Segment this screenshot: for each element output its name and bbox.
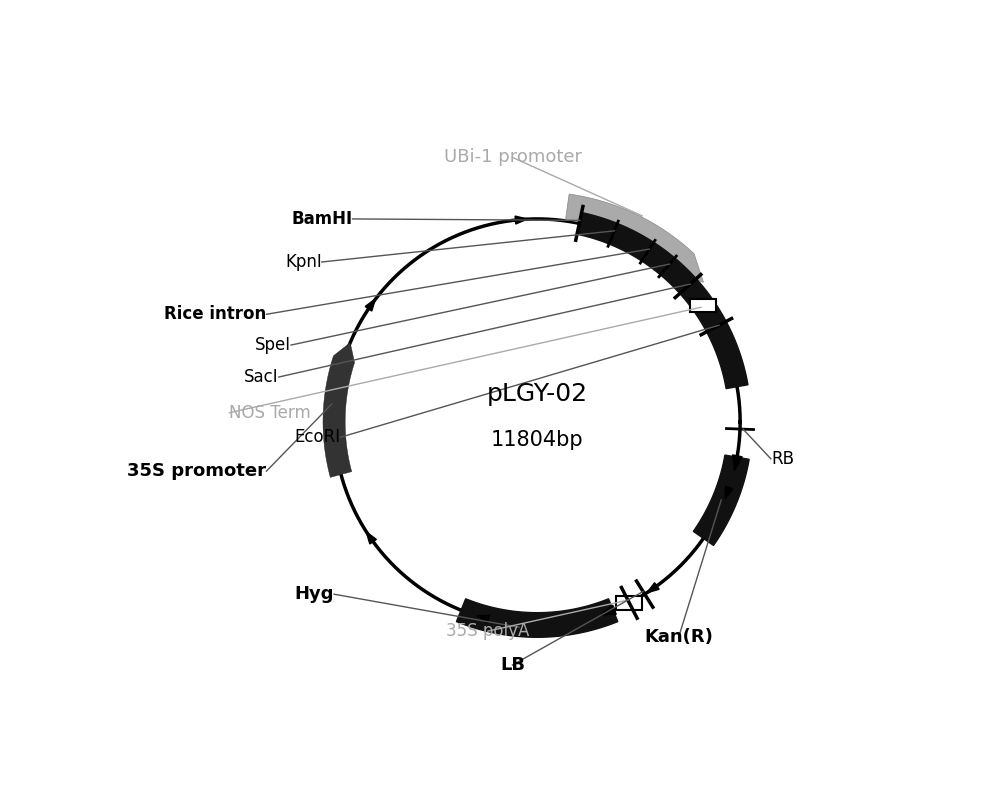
Polygon shape xyxy=(566,194,703,282)
Polygon shape xyxy=(693,455,749,546)
Text: EcoRI: EcoRI xyxy=(294,428,340,447)
Polygon shape xyxy=(456,598,618,638)
Text: SacI: SacI xyxy=(244,368,279,386)
Text: 35S polyA: 35S polyA xyxy=(446,622,530,640)
Polygon shape xyxy=(477,615,489,623)
Polygon shape xyxy=(647,582,659,593)
Text: pLGY-02: pLGY-02 xyxy=(487,382,588,406)
Text: UBi-1 promoter: UBi-1 promoter xyxy=(444,149,582,166)
Polygon shape xyxy=(515,216,527,224)
Text: Rice intron: Rice intron xyxy=(164,305,266,324)
Polygon shape xyxy=(365,299,375,311)
Text: Hyg: Hyg xyxy=(295,585,334,603)
Polygon shape xyxy=(323,343,355,477)
Text: 11804bp: 11804bp xyxy=(491,431,583,451)
Bar xyxy=(616,596,642,610)
Text: 35S promoter: 35S promoter xyxy=(127,462,266,480)
Polygon shape xyxy=(366,532,376,544)
Bar xyxy=(690,299,716,312)
Text: SpeI: SpeI xyxy=(255,336,291,354)
Polygon shape xyxy=(601,605,616,615)
Text: LB: LB xyxy=(500,656,525,674)
Text: NOS Term: NOS Term xyxy=(229,403,311,422)
Polygon shape xyxy=(725,487,733,499)
Polygon shape xyxy=(577,213,748,388)
Text: RB: RB xyxy=(771,450,794,468)
Text: BamHI: BamHI xyxy=(291,210,353,228)
Text: KpnI: KpnI xyxy=(285,253,322,271)
Polygon shape xyxy=(733,455,742,471)
Text: Kan(R): Kan(R) xyxy=(644,628,713,646)
